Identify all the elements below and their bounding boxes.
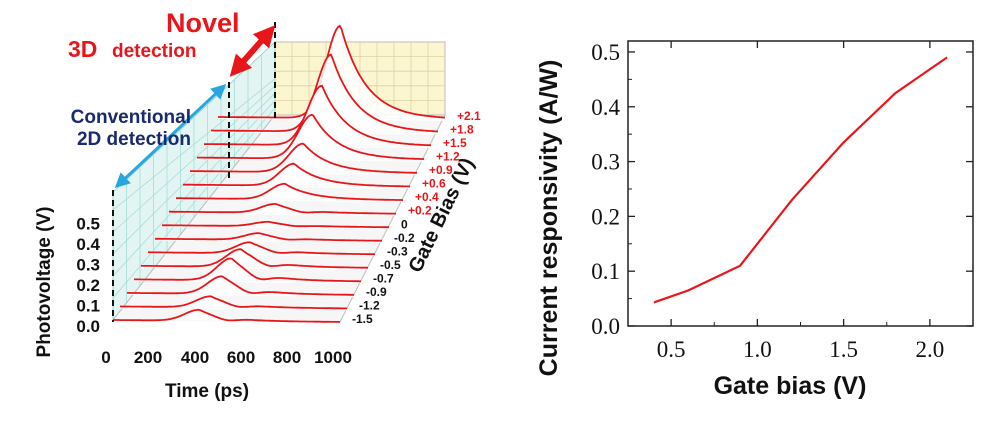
gate-bias-label: -0.9 bbox=[366, 285, 387, 299]
3d-detection-prefix: 3D bbox=[68, 36, 97, 62]
photovoltage-tick-label: 0.0 bbox=[76, 317, 100, 336]
gate-bias-label: +1.2 bbox=[436, 150, 460, 164]
gate-bias-label: -0.2 bbox=[394, 231, 415, 245]
trace-mask bbox=[197, 114, 424, 162]
photovoltage-trace bbox=[155, 232, 383, 242]
novel-arrow bbox=[229, 25, 276, 77]
trace-mask bbox=[113, 309, 340, 324]
time-axis-label: Time (ps) bbox=[165, 381, 249, 402]
photovoltage-trace bbox=[148, 241, 376, 256]
3d-detection-suffix: detection bbox=[112, 41, 196, 62]
photovoltage-trace bbox=[162, 220, 389, 229]
responsivity-axis-label: Current responsivity (A/W) bbox=[535, 60, 563, 377]
responsivity-ticks: 0.0 0.1 0.2 0.3 0.4 0.5 bbox=[591, 40, 973, 339]
gate-bias-label: -0.5 bbox=[380, 258, 401, 272]
photovoltage-tick-label: 0.5 bbox=[76, 215, 100, 234]
photovoltage-trace bbox=[204, 84, 432, 147]
y-tick-label: 0.4 bbox=[591, 95, 620, 120]
y-tick-label: 0.1 bbox=[591, 259, 620, 284]
trace-mask bbox=[204, 85, 431, 149]
time-tick-label: 200 bbox=[134, 348, 162, 367]
responsivity-line bbox=[653, 56, 948, 304]
gate-bias-label: -1.2 bbox=[359, 298, 380, 312]
gate-bias-label: -1.5 bbox=[352, 312, 373, 326]
x-tick-label: 1.0 bbox=[743, 337, 772, 362]
plot-frame bbox=[627, 40, 974, 327]
gate-bias-label: +2.1 bbox=[457, 109, 481, 123]
gate-bias-label: +1.5 bbox=[443, 136, 467, 150]
photovoltage-trace bbox=[218, 24, 446, 119]
gate-bias-label: -0.3 bbox=[387, 244, 408, 258]
y-tick-label: 0.0 bbox=[591, 314, 620, 339]
waterfall-panel: Novel 3D detection Conventional 2D detec… bbox=[34, 8, 481, 402]
conventional-annotation-line1: Conventional bbox=[71, 107, 191, 128]
time-tick-label: 400 bbox=[181, 348, 209, 367]
photovoltage-tick-label: 0.1 bbox=[76, 297, 100, 316]
gate-bias-label: +1.8 bbox=[450, 123, 474, 137]
time-ticks: 0 200 400 600 800 1000 bbox=[101, 348, 352, 367]
gate-bias-label: +0.2 bbox=[408, 204, 432, 218]
gate-bias-label: +0.9 bbox=[429, 163, 453, 177]
photovoltage-trace bbox=[176, 182, 404, 201]
photovoltage-trace bbox=[190, 142, 417, 174]
trace-mask bbox=[162, 221, 389, 230]
conventional-annotation-line2: 2D detection bbox=[77, 129, 191, 150]
time-tick-label: 800 bbox=[273, 348, 301, 367]
gate-bias-label: +0.4 bbox=[415, 190, 439, 204]
gate-bias-label: +0.6 bbox=[422, 177, 446, 191]
photovoltage-tick-label: 0.3 bbox=[76, 256, 100, 275]
gate-bias-label: 0 bbox=[401, 217, 408, 231]
x-tick-label: 2.0 bbox=[916, 337, 945, 362]
photovoltage-ticks: 0.00.1 0.20.3 0.40.5 bbox=[76, 215, 100, 336]
photovoltage-tick-label: 0.2 bbox=[76, 276, 100, 295]
trace-mask bbox=[190, 143, 417, 176]
photovoltage-tick-label: 0.4 bbox=[76, 235, 100, 254]
trace-mask bbox=[176, 183, 403, 203]
photovoltage-trace bbox=[120, 295, 347, 310]
gate-bias-xaxis-label: Gate bias (V) bbox=[714, 372, 867, 400]
photovoltage-trace bbox=[141, 248, 369, 269]
conventional-arrow bbox=[114, 83, 227, 189]
gate-bias-labels: -1.5-1.2-0.9-0.7-0.5-0.3-0.20+0.2+0.4+0.… bbox=[352, 109, 481, 326]
gate-bias-ticks: 0.5 1.0 1.5 2.0 bbox=[657, 41, 945, 362]
waterfall-traces bbox=[113, 24, 446, 324]
photovoltage-trace bbox=[197, 113, 425, 160]
y-tick-label: 0.3 bbox=[591, 150, 620, 175]
x-tick-label: 0.5 bbox=[657, 337, 686, 362]
photovoltage-trace bbox=[113, 308, 341, 323]
photovoltage-trace bbox=[169, 202, 397, 215]
trace-mask bbox=[141, 249, 368, 270]
time-tick-label: 600 bbox=[227, 348, 255, 367]
trace-mask bbox=[183, 163, 410, 189]
photovoltage-axis-label: Photovoltage (V) bbox=[34, 207, 55, 358]
y-tick-label: 0.5 bbox=[591, 40, 620, 65]
gate-bias-label: -0.7 bbox=[373, 271, 394, 285]
responsivity-panel: 0.0 0.1 0.2 0.3 0.4 0.5 0.5 1.0 1.5 2.0 Current … bbox=[535, 40, 974, 400]
y-tick-label: 0.2 bbox=[591, 204, 620, 229]
novel-annotation: Novel bbox=[166, 8, 240, 38]
photovoltage-trace bbox=[134, 257, 361, 283]
photovoltage-trace bbox=[211, 53, 439, 133]
time-tick-label: 1000 bbox=[314, 348, 352, 367]
time-tick-label: 0 bbox=[101, 348, 110, 367]
x-tick-label: 1.5 bbox=[829, 337, 858, 362]
photovoltage-trace bbox=[127, 275, 354, 296]
